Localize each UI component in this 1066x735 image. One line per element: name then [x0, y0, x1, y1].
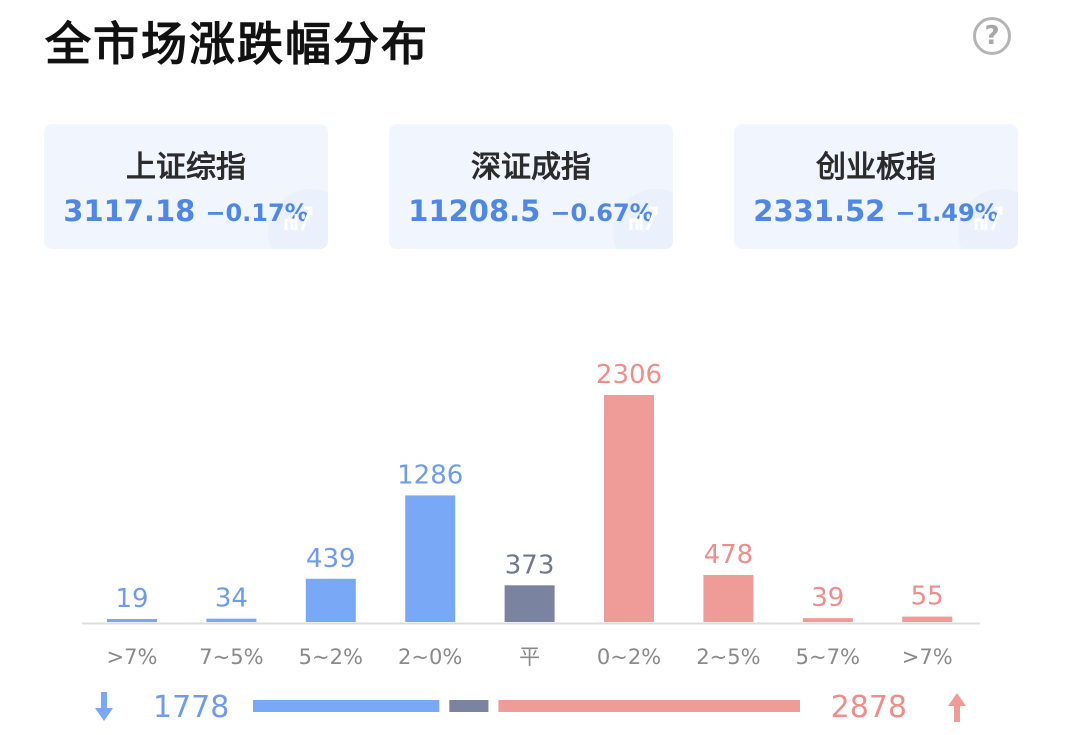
data-label: 34	[215, 584, 248, 614]
bar[interactable]	[405, 495, 456, 622]
index-card-sh[interactable]: 上证综指 3117.18 −0.17%	[44, 124, 328, 249]
index-value: 3117.18	[63, 194, 196, 228]
index-name: 深证成指	[471, 150, 591, 185]
data-label: 478	[704, 540, 754, 570]
tick-label: 5~7%	[796, 645, 860, 669]
tick-label: 0~2%	[597, 645, 661, 669]
down-total: 1778	[153, 690, 229, 725]
page-title: 全市场涨跌幅分布	[45, 17, 429, 71]
arrow-up-icon	[948, 693, 966, 722]
data-label: 2306	[596, 360, 662, 390]
index-card-cyb[interactable]: 创业板指 2331.52 −1.49%	[734, 124, 1018, 249]
tick-label: >7%	[107, 645, 158, 669]
data-label: 439	[306, 544, 356, 574]
data-label: 373	[505, 550, 555, 580]
index-value: 11208.5	[408, 194, 541, 228]
bar[interactable]	[703, 574, 754, 622]
trend-arrow-icon	[629, 206, 658, 231]
bar[interactable]	[604, 395, 654, 622]
up-ratio-bar	[498, 700, 800, 712]
data-label: 39	[811, 583, 844, 613]
bar[interactable]	[504, 585, 555, 622]
bar[interactable]	[305, 578, 356, 622]
help-icon[interactable]: ?	[973, 17, 1011, 55]
bar[interactable]	[107, 619, 157, 622]
index-value: 2331.52	[753, 194, 886, 228]
index-name: 创业板指	[816, 150, 936, 185]
tick-label: 7~5%	[199, 645, 263, 669]
data-label: 1286	[397, 460, 463, 490]
bar[interactable]	[802, 618, 853, 622]
trend-arrow-icon	[974, 206, 1003, 231]
data-label: 19	[115, 584, 148, 614]
index-card-sz[interactable]: 深证成指 11208.5 −0.67%	[389, 124, 673, 249]
index-name: 上证综指	[126, 150, 246, 185]
arrow-down-icon	[95, 692, 113, 721]
up-total: 2878	[831, 690, 907, 725]
tick-label: 2~0%	[398, 645, 462, 669]
bar[interactable]	[206, 618, 257, 622]
tick-label: 2~5%	[696, 645, 760, 669]
tick-label: >7%	[902, 645, 953, 669]
flat-ratio-bar	[449, 700, 489, 712]
data-label: 55	[911, 582, 944, 612]
tick-label: 5~2%	[299, 645, 363, 669]
trend-arrow-icon	[284, 206, 313, 231]
down-ratio-bar	[253, 700, 440, 712]
tick-label: 平	[519, 645, 540, 669]
bar[interactable]	[902, 616, 953, 622]
